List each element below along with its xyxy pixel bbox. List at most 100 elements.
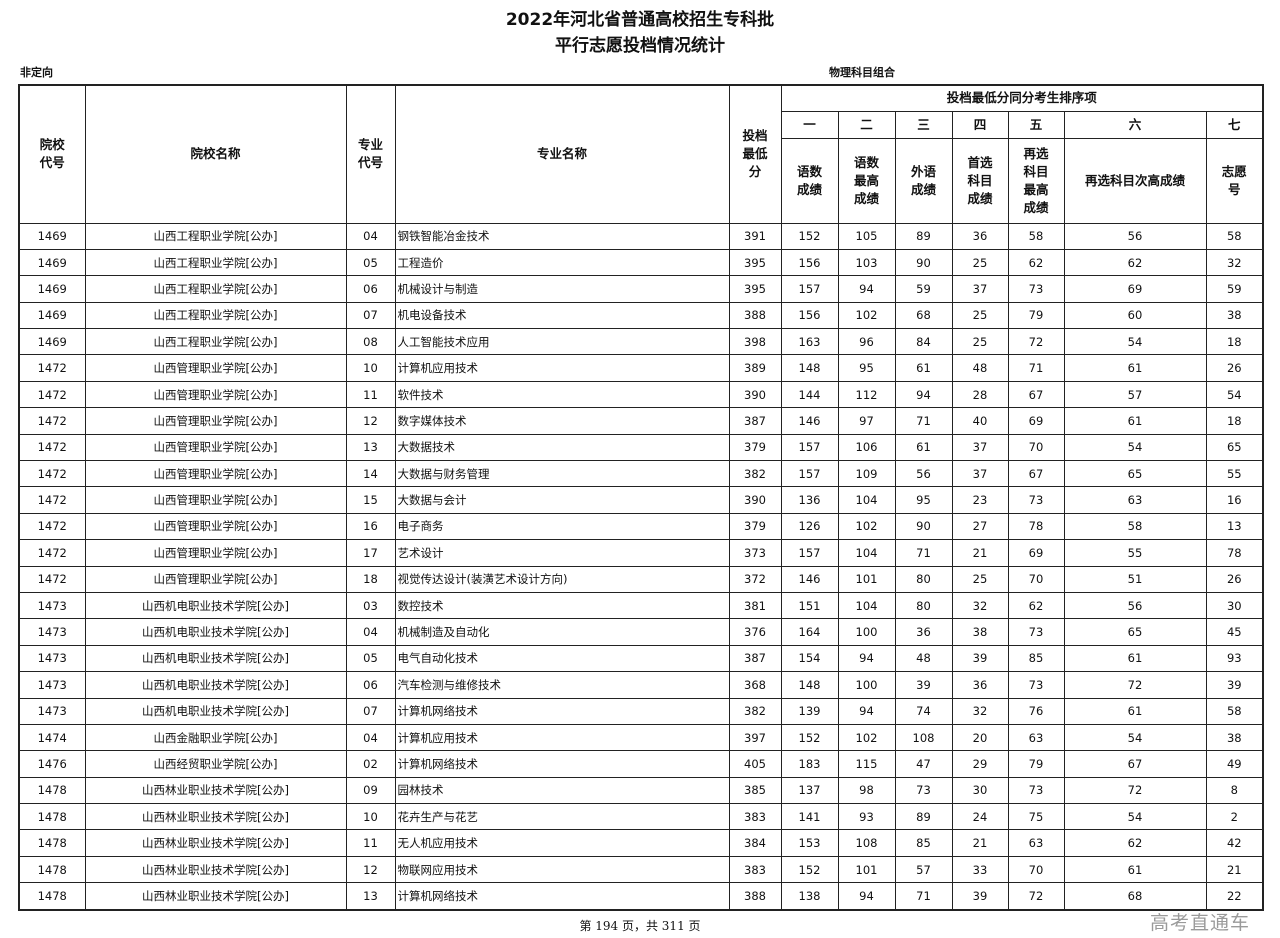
cell-foreign-score: 89 xyxy=(894,803,953,831)
cell-min-score: 391 xyxy=(728,222,782,250)
cell-reselect-second: 61 xyxy=(1063,354,1207,382)
cell-preference-no: 21 xyxy=(1205,855,1264,884)
table-row: 1478 山西林业职业技术学院[公办] 11 无人机应用技术 384 153 108 85 21… xyxy=(18,829,1264,857)
cell-min-score: 387 xyxy=(728,407,782,435)
cell-major-code: 04 xyxy=(345,723,396,752)
cell-first-subject: 29 xyxy=(951,750,1009,778)
cell-major-code: 15 xyxy=(345,486,396,514)
cell-first-subject: 39 xyxy=(951,882,1009,911)
cell-foreign-score: 57 xyxy=(894,855,953,884)
page-footer: 第 194 页，共 311 页 xyxy=(579,919,701,933)
cell-preference-no: 54 xyxy=(1205,380,1264,409)
cell-yushu-score: 163 xyxy=(780,328,839,356)
cell-min-score: 368 xyxy=(728,671,782,699)
cell-yushu-max: 94 xyxy=(837,697,896,725)
cell-preference-no: 18 xyxy=(1205,328,1264,356)
cell-preference-no: 26 xyxy=(1205,565,1264,593)
cell-reselect-max: 73 xyxy=(1007,671,1065,699)
cell-reselect-max: 73 xyxy=(1007,486,1065,514)
header-school-code: 院校代号 xyxy=(18,84,86,224)
cell-school-name: 山西工程职业学院[公办] xyxy=(84,248,347,277)
table-row: 1473 山西机电职业技术学院[公办] 06 汽车检测与维修技术 368 148 100 39… xyxy=(18,671,1264,699)
cell-first-subject: 25 xyxy=(951,248,1009,277)
cell-major-name: 物联网应用技术 xyxy=(394,855,730,884)
cell-min-score: 389 xyxy=(728,354,782,382)
cell-reselect-second: 67 xyxy=(1063,750,1207,778)
cell-reselect-second: 72 xyxy=(1063,671,1207,699)
cell-foreign-score: 90 xyxy=(894,512,953,541)
header-item-1: 语数成绩 xyxy=(780,137,839,224)
cell-reselect-max: 70 xyxy=(1007,855,1065,884)
cell-major-name: 钢铁智能冶金技术 xyxy=(394,222,730,250)
cell-major-code: 18 xyxy=(345,565,396,593)
cell-reselect-second: 58 xyxy=(1063,512,1207,541)
cell-preference-no: 8 xyxy=(1205,776,1264,805)
cell-reselect-second: 56 xyxy=(1063,222,1207,250)
cell-foreign-score: 36 xyxy=(894,618,953,646)
cell-first-subject: 37 xyxy=(951,460,1009,488)
cell-reselect-second: 61 xyxy=(1063,855,1207,884)
cell-school-name: 山西林业职业技术学院[公办] xyxy=(84,855,347,884)
cell-school-code: 1469 xyxy=(18,328,86,356)
cell-yushu-score: 156 xyxy=(780,248,839,277)
cell-major-code: 07 xyxy=(345,697,396,725)
cell-yushu-score: 126 xyxy=(780,512,839,541)
cell-school-name: 山西金融职业学院[公办] xyxy=(84,723,347,752)
document-subtitle: 平行志愿投档情况统计 xyxy=(555,36,725,56)
cell-major-code: 08 xyxy=(345,328,396,356)
cell-min-score: 379 xyxy=(728,512,782,541)
cell-yushu-score: 136 xyxy=(780,486,839,514)
cell-reselect-second: 65 xyxy=(1063,460,1207,488)
cell-min-score: 383 xyxy=(728,855,782,884)
cell-reselect-second: 60 xyxy=(1063,301,1207,330)
cell-preference-no: 45 xyxy=(1205,618,1264,646)
cell-school-name: 山西管理职业学院[公办] xyxy=(84,539,347,567)
cell-min-score: 398 xyxy=(728,328,782,356)
cell-min-score: 387 xyxy=(728,644,782,673)
cell-yushu-max: 101 xyxy=(837,565,896,593)
cell-major-code: 13 xyxy=(345,882,396,911)
watermark: 高考直通车 xyxy=(1150,912,1251,934)
cell-reselect-max: 70 xyxy=(1007,433,1065,462)
header-order-5: 五 xyxy=(1007,110,1065,139)
cell-yushu-score: 148 xyxy=(780,671,839,699)
cell-min-score: 383 xyxy=(728,803,782,831)
cell-first-subject: 25 xyxy=(951,328,1009,356)
table-row: 1473 山西机电职业技术学院[公办] 03 数控技术 381 151 104 80 32 62 5… xyxy=(18,591,1264,620)
cell-major-name: 机械制造及自动化 xyxy=(394,618,730,646)
header-order-7: 七 xyxy=(1205,110,1264,139)
cell-school-code: 1472 xyxy=(18,512,86,541)
cell-first-subject: 21 xyxy=(951,829,1009,857)
cell-major-code: 06 xyxy=(345,275,396,303)
cell-major-code: 05 xyxy=(345,644,396,673)
cell-preference-no: 32 xyxy=(1205,248,1264,277)
header-major-name: 专业名称 xyxy=(394,84,730,224)
cell-yushu-max: 108 xyxy=(837,829,896,857)
cell-reselect-max: 73 xyxy=(1007,275,1065,303)
table-row: 1478 山西林业职业技术学院[公办] 09 园林技术 385 137 98 73 30 73 72… xyxy=(18,776,1264,805)
cell-preference-no: 39 xyxy=(1205,671,1264,699)
cell-major-name: 数控技术 xyxy=(394,591,730,620)
table-row: 1472 山西管理职业学院[公办] 10 计算机应用技术 389 148 95 61 48 71 6… xyxy=(18,354,1264,382)
cell-reselect-max: 72 xyxy=(1007,328,1065,356)
cell-school-code: 1473 xyxy=(18,671,86,699)
cell-school-name: 山西管理职业学院[公办] xyxy=(84,486,347,514)
cell-yushu-score: 152 xyxy=(780,222,839,250)
cell-major-name: 汽车检测与维修技术 xyxy=(394,671,730,699)
cell-reselect-second: 54 xyxy=(1063,433,1207,462)
cell-yushu-score: 157 xyxy=(780,539,839,567)
cell-foreign-score: 47 xyxy=(894,750,953,778)
cell-major-code: 13 xyxy=(345,433,396,462)
cell-min-score: 381 xyxy=(728,591,782,620)
table-row: 1476 山西经贸职业学院[公办] 02 计算机网络技术 405 183 115 47 29 79… xyxy=(18,750,1264,778)
cell-school-code: 1472 xyxy=(18,433,86,462)
cell-first-subject: 23 xyxy=(951,486,1009,514)
table-row: 1478 山西林业职业技术学院[公办] 12 物联网应用技术 383 152 101 57 33… xyxy=(18,855,1264,884)
cell-yushu-max: 94 xyxy=(837,275,896,303)
cell-major-name: 大数据技术 xyxy=(394,433,730,462)
cell-yushu-score: 164 xyxy=(780,618,839,646)
header-tiebreak: 投档最低分同分考生排序项 xyxy=(780,84,1264,112)
cell-yushu-max: 93 xyxy=(837,803,896,831)
cell-min-score: 390 xyxy=(728,486,782,514)
cell-reselect-max: 71 xyxy=(1007,354,1065,382)
